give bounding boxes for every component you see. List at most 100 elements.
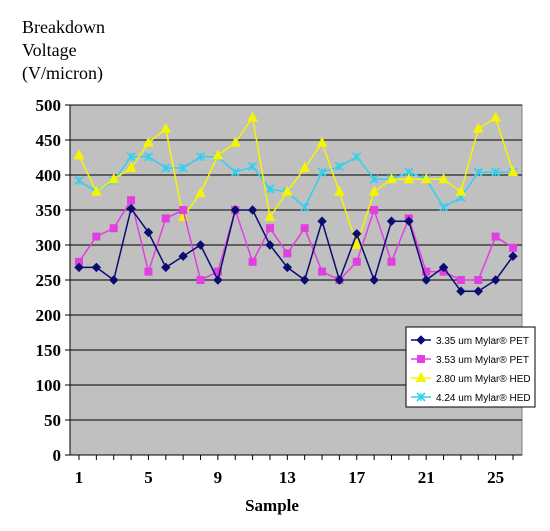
data-point: [369, 275, 379, 285]
data-point: [248, 162, 258, 172]
data-point: [352, 229, 362, 239]
data-point: [368, 185, 380, 196]
data-point: [438, 202, 449, 212]
series-x: [74, 152, 518, 212]
data-point: [127, 196, 136, 205]
data-point: [108, 173, 120, 184]
data-point: [125, 161, 137, 172]
series-square: [75, 196, 517, 284]
data-point: [283, 249, 292, 258]
data-point: [161, 214, 170, 223]
data-point: [195, 240, 206, 250]
data-point: [473, 286, 483, 296]
x-tick-label: 1: [75, 468, 84, 487]
data-point: [265, 224, 274, 233]
data-point: [456, 286, 466, 296]
data-point: [299, 161, 311, 172]
data-point: [404, 216, 414, 226]
data-point: [422, 267, 431, 276]
data-point: [212, 149, 224, 160]
data-point: [300, 224, 309, 233]
x-axis-label: Sample: [245, 496, 299, 515]
data-point: [387, 257, 396, 266]
data-point: [352, 152, 362, 162]
data-point: [509, 243, 517, 252]
data-point: [265, 240, 275, 250]
y-tick-label: 300: [36, 236, 62, 255]
data-point: [195, 187, 206, 198]
data-point: [230, 167, 240, 177]
data-point: [74, 262, 84, 273]
data-point: [91, 185, 102, 196]
data-point: [508, 251, 518, 261]
data-point: [92, 232, 101, 241]
data-point: [316, 136, 328, 147]
data-point: [282, 262, 293, 273]
data-point: [179, 206, 188, 214]
data-point: [318, 267, 327, 276]
data-point: [230, 205, 240, 215]
y-tick-label: 400: [36, 166, 62, 185]
data-point: [195, 152, 206, 162]
data-point: [472, 122, 484, 133]
data-point: [334, 275, 345, 285]
legend-entry-label: 4.24 um Mylar® HED: [436, 393, 531, 404]
legend-entry-label: 3.53 um Mylar® PET: [436, 355, 529, 366]
legend-swatch-marker: [417, 355, 425, 363]
data-point: [490, 111, 501, 122]
data-point: [369, 174, 379, 184]
legend-swatch-marker: [416, 335, 426, 345]
data-point: [438, 173, 449, 184]
x-tick-label: 21: [418, 468, 435, 487]
data-point: [351, 238, 363, 249]
data-point: [317, 216, 327, 226]
data-point: [317, 167, 327, 177]
data-point: [213, 275, 223, 285]
y-tick-label: 200: [36, 306, 62, 325]
data-point: [300, 202, 310, 212]
series-triangle: [73, 111, 519, 249]
series-line: [79, 206, 514, 292]
y-tick-label: 100: [36, 376, 62, 395]
y-axis-label-line-1: Breakdown: [22, 17, 105, 37]
data-point: [474, 276, 483, 284]
x-tick-label: 17: [348, 468, 366, 487]
data-point: [421, 275, 431, 285]
data-point: [196, 276, 205, 284]
data-point: [281, 185, 293, 196]
y-tick-label: 350: [36, 201, 62, 220]
data-point: [248, 257, 257, 266]
data-point: [109, 275, 119, 285]
legend-entry-label: 2.80 um Mylar® HED: [436, 374, 531, 385]
y-axis-label-line-2: Voltage: [22, 40, 77, 60]
data-point: [334, 185, 345, 196]
data-point: [334, 162, 344, 172]
data-point: [265, 184, 275, 194]
data-point: [352, 257, 361, 266]
legend-swatch-marker: [416, 392, 426, 402]
series-diamond: [74, 203, 518, 296]
data-point: [455, 185, 467, 196]
y-axis-label-line-3: (V/micron): [22, 63, 103, 84]
data-point: [144, 267, 153, 276]
legend-entry-label: 3.35 um Mylar® PET: [436, 336, 529, 347]
data-point: [161, 262, 171, 273]
data-point: [370, 206, 379, 214]
y-tick-label: 0: [53, 446, 62, 465]
data-point: [491, 167, 501, 177]
data-point: [161, 163, 171, 173]
data-point: [247, 205, 258, 215]
y-tick-label: 150: [36, 341, 62, 360]
data-point: [143, 227, 154, 238]
data-point: [403, 173, 415, 184]
data-point: [491, 232, 500, 241]
data-point: [473, 167, 483, 177]
data-point: [91, 262, 102, 273]
legend: 3.35 um Mylar® PET 3.53 um Mylar® PET 2.80…: [405, 326, 536, 408]
data-point: [73, 149, 85, 160]
y-tick-label: 450: [36, 131, 62, 150]
data-point: [420, 173, 432, 184]
x-tick-label: 5: [144, 468, 153, 487]
